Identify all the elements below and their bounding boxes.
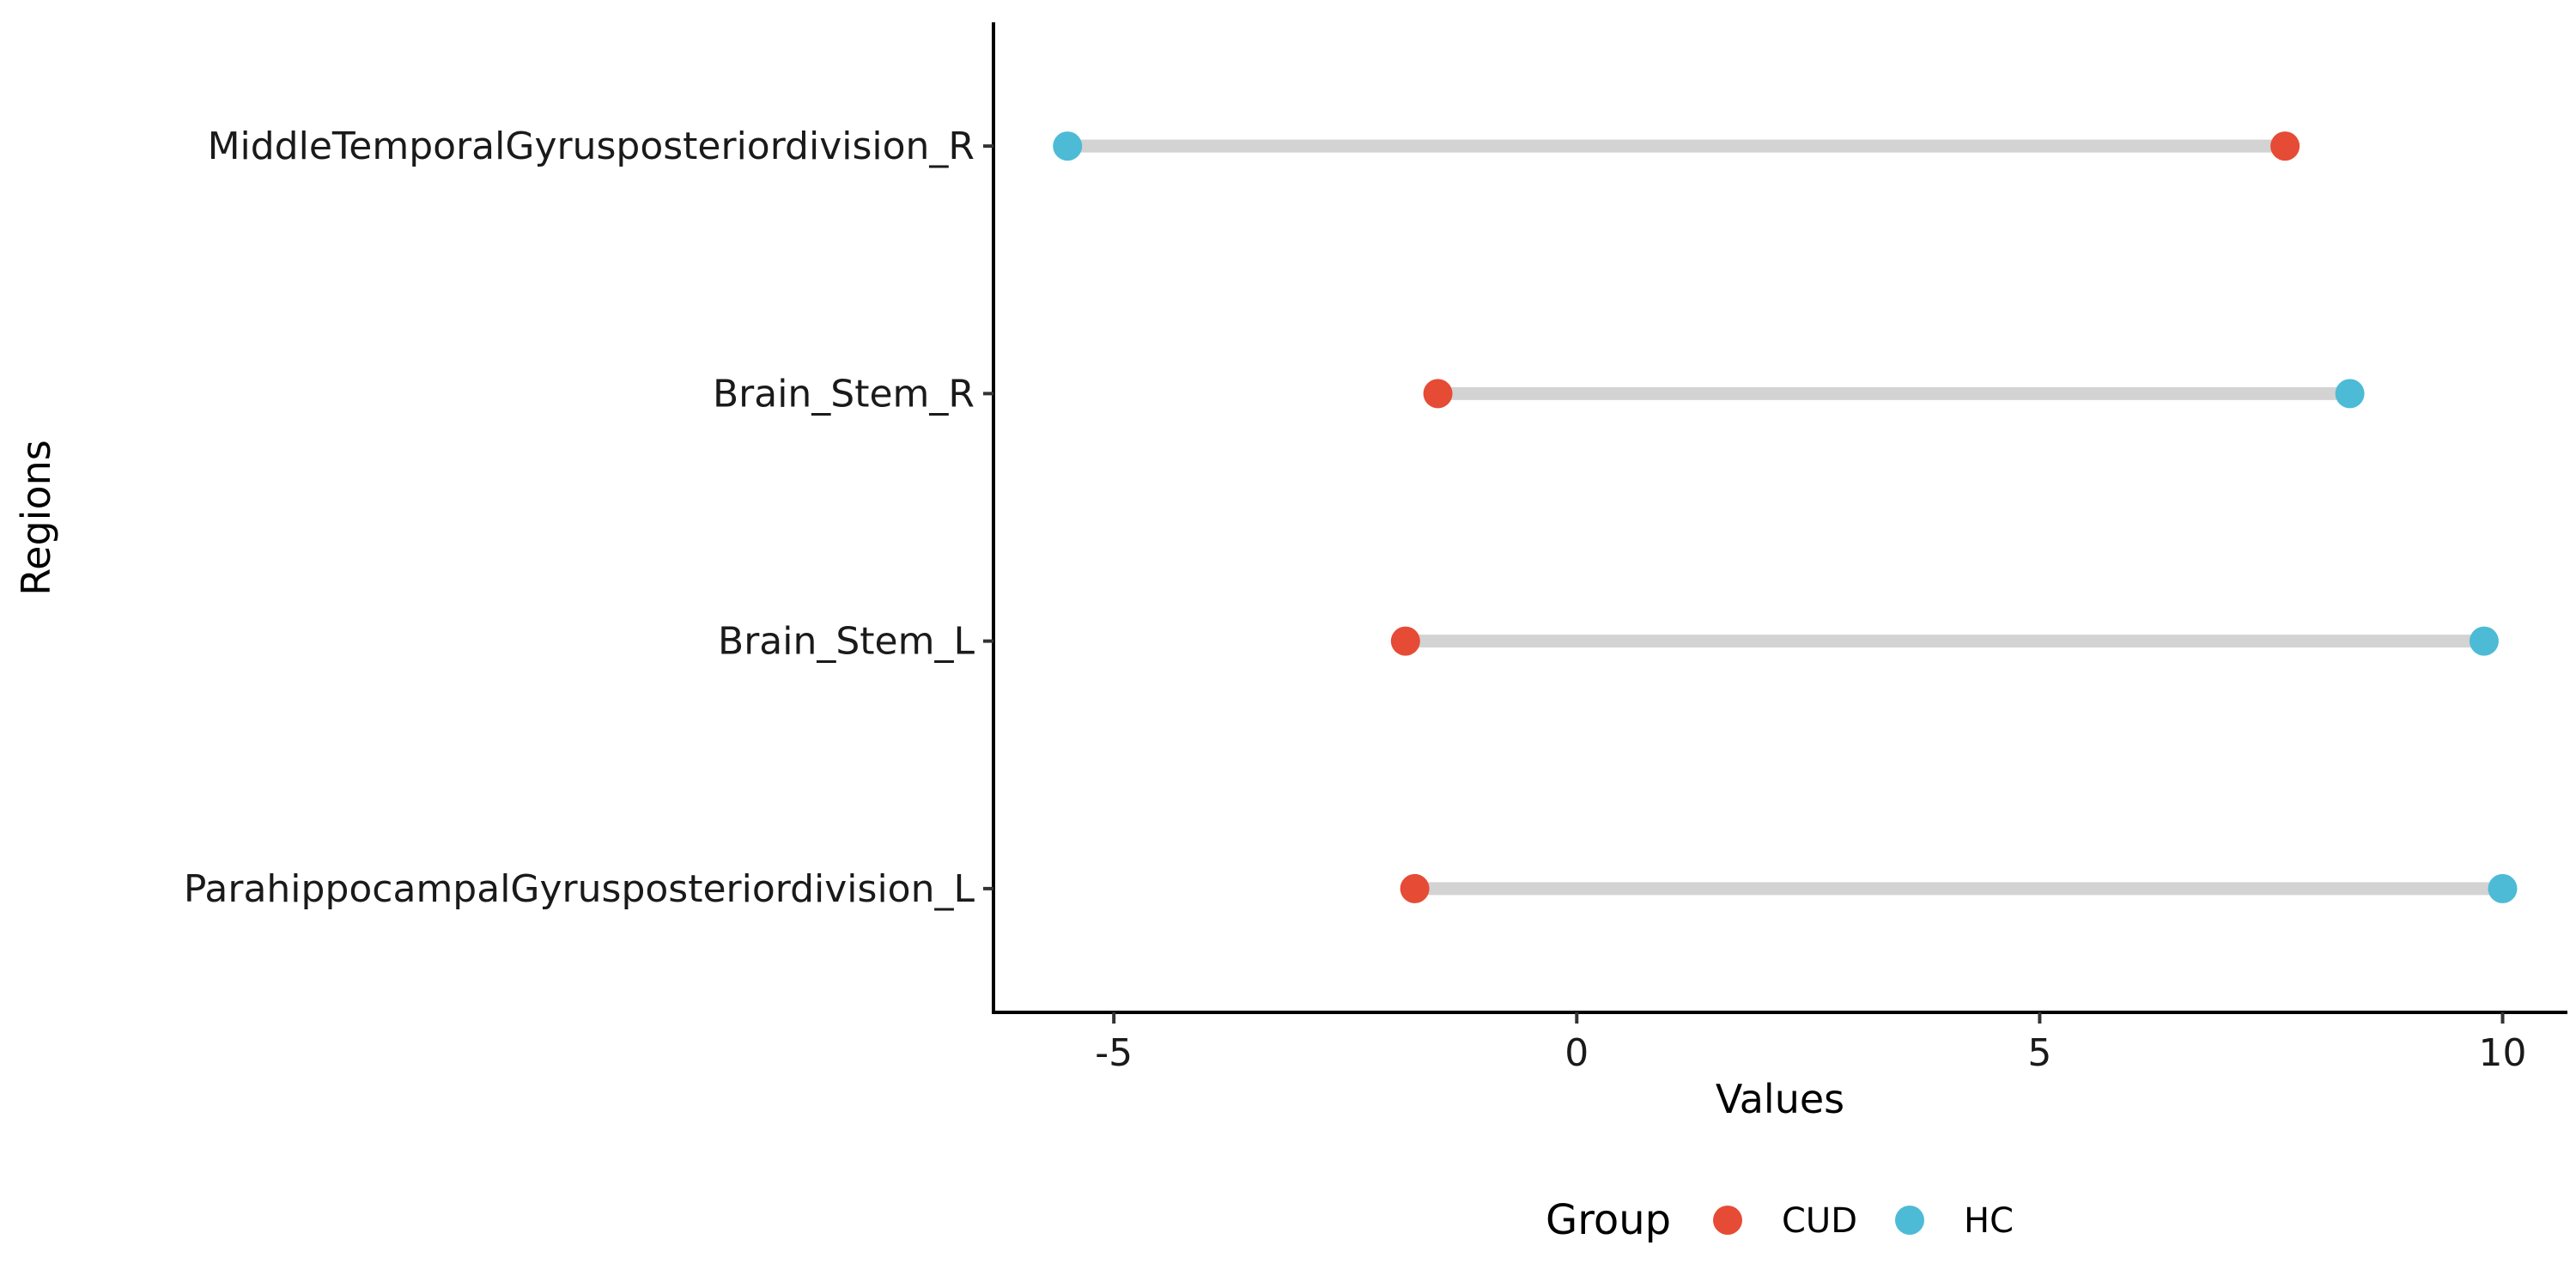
point-cud-0 <box>1400 873 1430 903</box>
legend-title: Group <box>1546 1196 1671 1244</box>
legend: Group CUD HC <box>1546 1196 2014 1244</box>
y-axis-title: Regions <box>13 440 59 595</box>
point-hc-3 <box>1053 131 1083 161</box>
points-layer <box>1053 131 2518 903</box>
point-hc-2 <box>2335 379 2365 409</box>
x-ticks: -5 0 5 10 <box>1095 1012 2527 1075</box>
y-tick-label-3: MiddleTemporalGyrusposteriordivision_R <box>208 125 975 168</box>
y-tick-label-0: ParahippocampalGyrusposteriordivision_L <box>184 867 975 911</box>
legend-label-hc: HC <box>1964 1201 2014 1241</box>
x-tick-label-1: 0 <box>1564 1031 1589 1075</box>
point-hc-0 <box>2488 873 2518 903</box>
x-tick-label-3: 10 <box>2479 1031 2527 1075</box>
y-tick-label-2: Brain_Stem_R <box>713 372 975 416</box>
legend-key-cud <box>1713 1206 1742 1235</box>
point-cud-1 <box>1390 626 1420 656</box>
point-hc-1 <box>2469 626 2499 656</box>
x-tick-label-0: -5 <box>1095 1031 1133 1075</box>
legend-key-hc <box>1895 1206 1924 1235</box>
point-cud-2 <box>1423 379 1453 409</box>
point-cud-3 <box>2270 131 2300 161</box>
legend-items: CUD HC <box>1713 1201 2014 1241</box>
x-tick-label-2: 5 <box>2027 1031 2051 1075</box>
segments-layer <box>1067 139 2503 896</box>
y-tick-label-1: Brain_Stem_L <box>718 620 975 664</box>
x-axis-title: Values <box>1716 1076 1844 1122</box>
legend-label-cud: CUD <box>1782 1201 1857 1241</box>
y-ticks: ParahippocampalGyrusposteriordivision_L B… <box>184 125 993 911</box>
